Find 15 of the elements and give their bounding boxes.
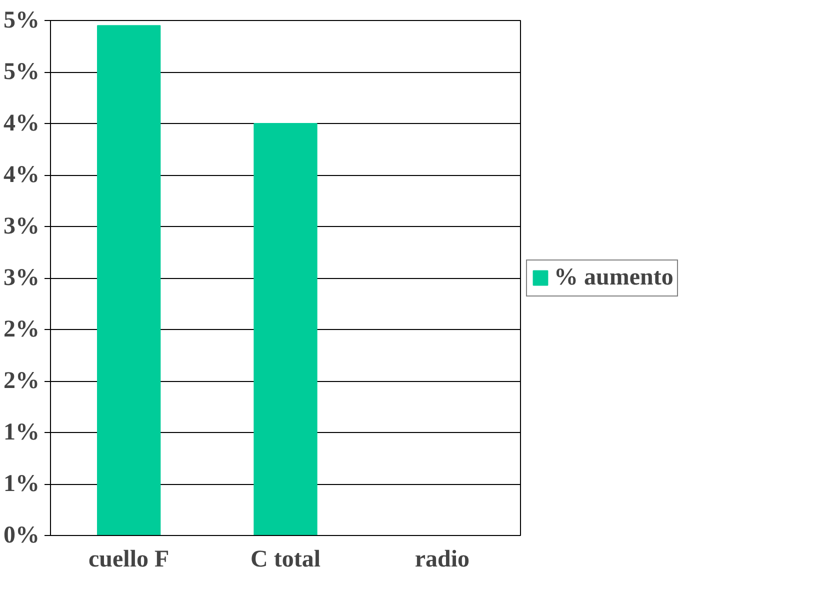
y-tick-label: 3% <box>4 265 40 291</box>
y-tick-label: 4% <box>4 110 40 136</box>
y-tick-label: 3% <box>4 214 40 240</box>
y-tick-label: 1% <box>4 471 40 497</box>
legend-label: % aumento <box>554 264 674 291</box>
y-tick-label: 0% <box>4 522 40 548</box>
y-tick-label: 1% <box>4 420 40 446</box>
y-tick-label: 5% <box>4 8 40 34</box>
y-tick-label: 2% <box>4 316 40 342</box>
y-tick-label: 4% <box>4 162 40 188</box>
y-tick-label: 2% <box>4 368 40 394</box>
x-tick-label: cuello F <box>88 546 170 572</box>
x-tick-label: C total <box>250 546 321 572</box>
y-tick-label: 5% <box>4 59 40 85</box>
x-tick-label: radio <box>414 546 470 572</box>
